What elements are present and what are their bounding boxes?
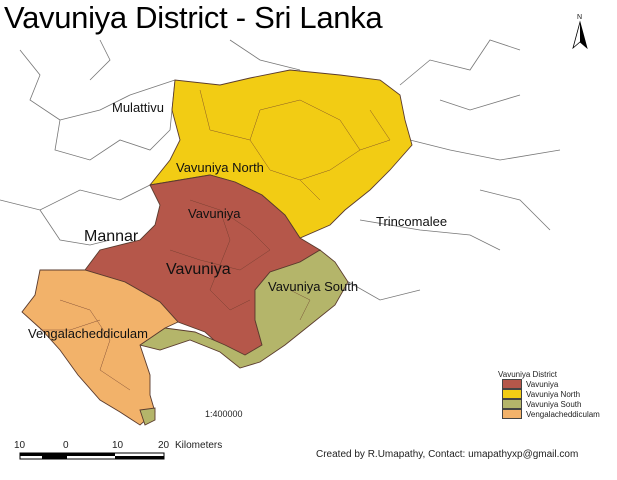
legend-swatch — [502, 399, 522, 409]
label-vavuniya-south: Vavuniya South — [268, 279, 358, 294]
north-arrow-label: N — [577, 14, 582, 21]
legend-label: Vavuniya — [526, 379, 559, 389]
legend-item: Vavuniya North — [498, 389, 600, 399]
scale-tick: 20 — [158, 440, 170, 451]
legend-title: Vavuniya District — [498, 370, 557, 379]
legend-item: Vavuniya South — [498, 399, 600, 409]
region-labels: Mulattivu Vavuniya North Vavuniya Mannar… — [28, 100, 447, 341]
credit-line: Created by R.Umapathy, Contact: umapathy… — [316, 449, 579, 460]
scale-tick: 10 — [112, 440, 124, 451]
region-vavuniya-south — [138, 249, 349, 369]
map-title: Vavuniya District - Sri Lanka — [4, 0, 383, 35]
legend-item: Vengalacheddiculam — [498, 409, 600, 419]
label-vavuniya-north: Vavuniya North — [176, 160, 264, 175]
scale-unit: Kilometers — [175, 440, 223, 451]
label-trincomalee: Trincomalee — [376, 214, 447, 229]
gn-boundaries — [40, 89, 391, 391]
legend-label: Vavuniya North — [526, 389, 581, 399]
north-arrow: N — [572, 14, 588, 50]
legend-swatch — [502, 389, 522, 399]
district-divisions — [21, 69, 413, 426]
label-vavuniya-division: Vavuniya — [188, 206, 241, 221]
surrounding-boundaries — [0, 39, 561, 301]
scale-bar — [19, 452, 165, 460]
label-mannar: Mannar — [84, 228, 139, 245]
label-vengalacheddiculam: Vengalacheddiculam — [28, 326, 148, 341]
legend-swatch — [502, 409, 522, 419]
scale-tick: 10 — [14, 440, 26, 451]
legend: Vavuniya District Vavuniya Vavuniya Nort… — [498, 370, 600, 419]
label-vavuniya-main: Vavuniya — [166, 261, 231, 278]
legend-label: Vavuniya South — [526, 399, 582, 409]
scale-ratio: 1:400000 — [205, 409, 243, 419]
legend-item: Vavuniya — [498, 379, 600, 389]
label-mulattivu: Mulattivu — [112, 100, 164, 115]
scale-tick: 0 — [63, 440, 69, 451]
legend-label: Vengalacheddiculam — [526, 409, 600, 419]
legend-swatch — [502, 379, 522, 389]
